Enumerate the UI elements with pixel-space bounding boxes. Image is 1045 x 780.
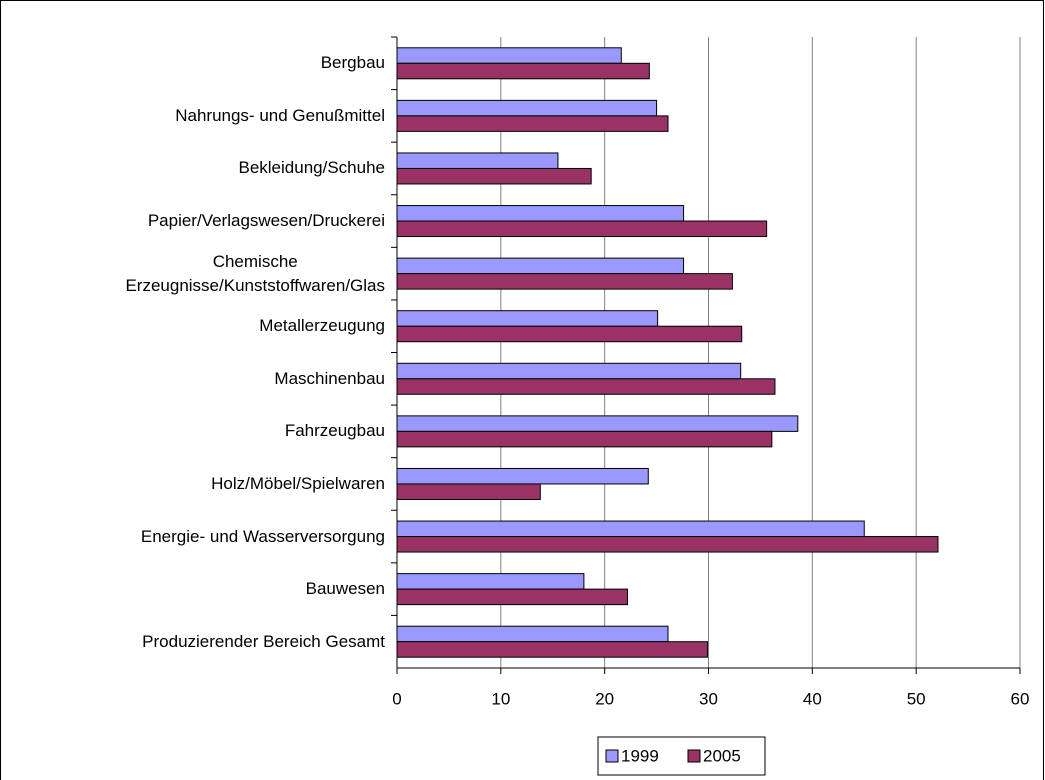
bar <box>396 325 743 343</box>
bar <box>396 641 708 658</box>
y-tick-label: Bergbau <box>320 53 385 73</box>
legend-swatch <box>605 749 619 763</box>
y-tick-label: Maschinenbau <box>274 368 385 388</box>
bar <box>396 415 799 432</box>
bar <box>396 47 622 64</box>
x-tick-label: 30 <box>699 689 718 708</box>
bar <box>396 362 742 380</box>
x-tick-label: 50 <box>907 689 926 708</box>
bar <box>396 625 669 643</box>
y-tick-label: Fahrzeugbau <box>284 421 385 441</box>
bar <box>396 257 685 275</box>
y-tick-label: Bekleidung/Schuhe <box>238 158 385 178</box>
legend-box <box>597 736 766 776</box>
x-tick-label: 0 <box>392 689 401 708</box>
bar <box>396 467 649 485</box>
y-tick-label: Energie- und Wasserversorgung <box>140 526 385 546</box>
bar <box>396 152 559 169</box>
bar <box>396 205 685 222</box>
bar <box>396 115 669 132</box>
x-tick-label: 20 <box>595 689 614 708</box>
bar <box>396 536 939 553</box>
bar <box>396 573 585 590</box>
y-tick-label: Holz/Möbel/Spielwaren <box>211 473 385 493</box>
x-tick-label: 60 <box>1011 689 1030 708</box>
bar <box>396 310 659 327</box>
y-tick-label: Papier/Verlagswesen/Druckerei <box>147 211 385 231</box>
legend-label: 1999 <box>621 746 659 765</box>
bar <box>396 167 592 185</box>
bar <box>396 483 541 500</box>
bar <box>396 99 658 117</box>
y-tick-label: Bauwesen <box>305 579 385 599</box>
legend-swatch <box>687 749 701 763</box>
x-tick-label: 40 <box>803 689 822 708</box>
bar <box>396 520 865 538</box>
y-tick-label: Nahrungs- und Genußmittel <box>175 105 385 125</box>
y-tick-label: Produzierender Bereich Gesamt <box>142 631 385 651</box>
bar <box>396 430 773 448</box>
bar <box>396 588 629 606</box>
bar <box>396 220 768 238</box>
bar <box>396 273 733 290</box>
legend-label: 2005 <box>703 746 741 765</box>
y-tick-label: Chemische Erzeugnisse/Kunststoffwaren/Gl… <box>125 251 385 295</box>
bar <box>396 62 650 80</box>
x-tick-label: 10 <box>491 689 510 708</box>
bar <box>396 378 776 395</box>
y-tick-label: Metallerzeugung <box>259 316 385 336</box>
